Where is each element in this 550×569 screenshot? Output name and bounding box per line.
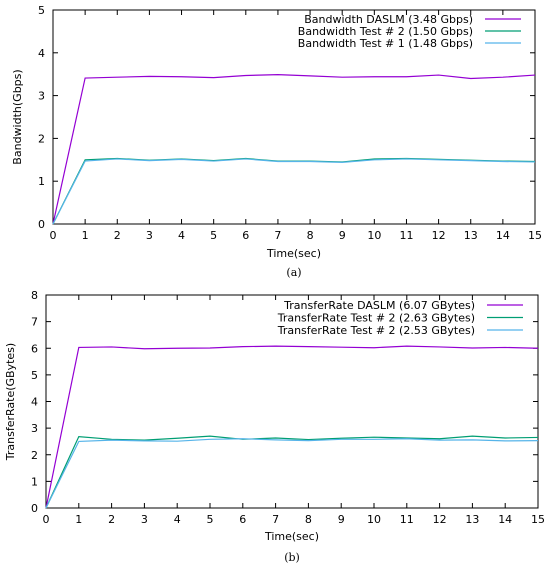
legend-label: TransferRate DASLM (6.07 GBytes) [283,299,475,312]
legend-label: Bandwidth Test # 2 (1.50 Gbps) [298,25,473,38]
x-tick-label: 9 [338,513,345,526]
x-tick-label: 7 [274,229,281,242]
y-tick-label: 1 [38,175,45,188]
y-axis-title: TransferRate(GBytes) [4,343,17,461]
x-tick-label: 5 [207,513,214,526]
series-line-3 [52,158,536,225]
x-tick-label: 13 [465,513,479,526]
y-tick-label: 0 [31,502,38,515]
x-tick-label: 5 [210,229,217,242]
y-tick-label: 3 [31,422,38,435]
x-tick-label: 0 [43,513,50,526]
y-axis-title: Bandwidth(Gbps) [11,69,24,164]
series-line-3 [45,438,539,509]
x-tick-label: 12 [433,513,447,526]
legend-label: TransferRate Test # 2 (2.63 GBytes) [277,312,475,325]
x-tick-label: 2 [108,513,115,526]
chart-panel-1: 0 1 2 3 4 5 6 7 8 9 10 11 12 13 14 15012345Time(sec)Ban… [11,4,542,279]
series-line-1 [45,345,539,509]
series-line-1 [52,74,536,225]
x-axis-title: Time(sec) [264,530,319,543]
x-axis-title: Time(sec) [266,247,321,260]
y-tick-label: 2 [38,132,45,145]
x-tick-label: 11 [399,229,413,242]
x-tick-label: 10 [367,229,381,242]
x-tick-label: 10 [367,513,381,526]
x-tick-label: 4 [174,513,181,526]
x-tick-label: 15 [528,229,542,242]
x-tick-label: 15 [531,513,545,526]
x-tick-label: 2 [114,229,121,242]
x-tick-label: 7 [272,513,279,526]
plot-frame [52,9,536,225]
y-tick-label: 2 [31,449,38,462]
x-tick-label: 11 [400,513,414,526]
x-tick-label: 6 [239,513,246,526]
legend-label: TransferRate Test # 2 (2.53 GBytes) [277,324,475,337]
y-tick-label: 0 [38,218,45,231]
y-tick-label: 5 [31,369,38,382]
figure-caption: (a) [286,266,301,279]
x-tick-label: 13 [464,229,478,242]
x-tick-label: 8 [307,229,314,242]
y-tick-label: 4 [38,47,45,60]
x-tick-label: 1 [82,229,89,242]
y-tick-label: 7 [31,316,38,329]
legend-label: Bandwidth Test # 1 (1.48 Gbps) [298,37,473,50]
y-tick-label: 8 [31,289,38,302]
y-tick-label: 4 [31,396,38,409]
y-tick-label: 1 [31,475,38,488]
x-tick-label: 9 [339,229,346,242]
x-tick-label: 8 [305,513,312,526]
series-line-2 [45,435,539,509]
y-tick-label: 5 [38,4,45,17]
x-tick-label: 14 [498,513,512,526]
series-line-2 [52,157,536,225]
chart-panel-2: 0 1 2 3 4 5 6 7 8 9 10 11 12 13 14 15012345678Time(sec)… [4,289,545,564]
y-tick-label: 3 [38,90,45,103]
x-tick-label: 4 [178,229,185,242]
x-tick-label: 1 [75,513,82,526]
figure-caption: (b) [284,551,300,564]
x-tick-label: 0 [50,229,57,242]
x-tick-label: 6 [242,229,249,242]
x-tick-label: 3 [146,229,153,242]
legend-label: Bandwidth DASLM (3.48 Gbps) [304,13,473,26]
y-tick-label: 6 [31,342,38,355]
x-tick-label: 3 [141,513,148,526]
x-tick-label: 12 [432,229,446,242]
x-tick-label: 14 [496,229,510,242]
